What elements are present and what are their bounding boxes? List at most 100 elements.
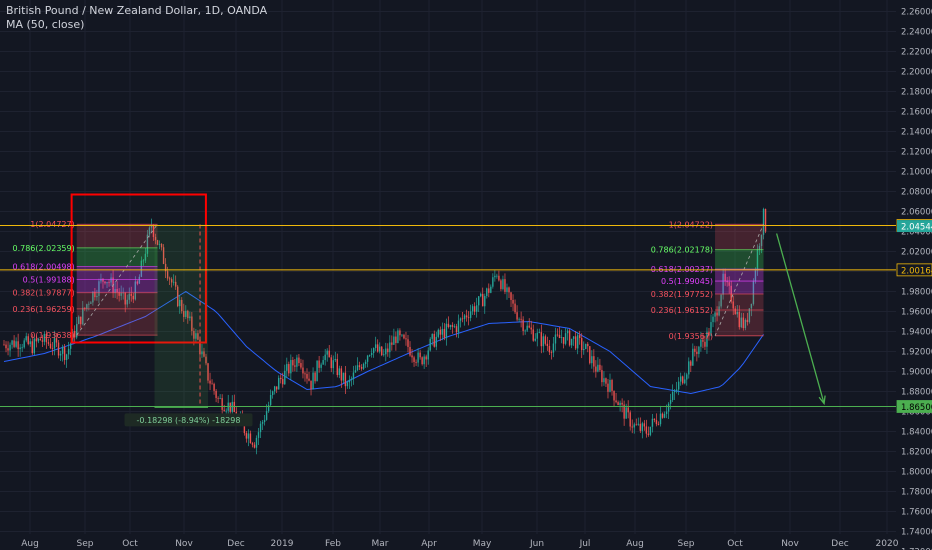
candle[interactable] [744,318,747,331]
candle[interactable] [144,247,147,263]
candle[interactable] [142,259,145,266]
candle[interactable] [368,354,371,358]
candle[interactable] [631,419,633,434]
candle[interactable] [61,344,64,362]
candle[interactable] [162,244,165,265]
candle[interactable] [508,286,510,299]
candle[interactable] [381,346,383,357]
candle[interactable] [39,338,42,341]
candle[interactable] [738,305,740,330]
candle[interactable] [585,343,587,350]
candle[interactable] [526,321,528,333]
candle[interactable] [558,327,561,339]
candle[interactable] [423,354,425,369]
candle[interactable] [419,349,421,360]
candle[interactable] [655,413,658,427]
candle[interactable] [568,328,571,347]
candle[interactable] [348,375,351,389]
candle[interactable] [21,343,23,352]
candle[interactable] [407,335,409,353]
candle[interactable] [257,428,260,446]
candle[interactable] [649,426,652,437]
candle[interactable] [249,430,252,444]
candle[interactable] [623,400,625,426]
candle[interactable] [748,308,751,324]
candle[interactable] [455,323,458,338]
candle[interactable] [203,347,205,358]
candle[interactable] [675,381,678,394]
candle[interactable] [637,417,639,426]
candle[interactable] [55,333,58,347]
candle[interactable] [7,341,9,356]
candle[interactable] [379,342,381,354]
candle[interactable] [316,360,318,382]
candle[interactable] [132,292,134,304]
candle[interactable] [617,400,619,406]
candle[interactable] [447,316,450,329]
candle[interactable] [45,330,48,349]
candle[interactable] [498,270,500,282]
candle[interactable] [187,309,189,324]
candle[interactable] [288,361,290,377]
candle[interactable] [403,333,405,340]
candle[interactable] [680,372,682,386]
candle[interactable] [688,357,690,379]
candle[interactable] [457,314,460,339]
candle[interactable] [366,354,369,368]
candle[interactable] [413,355,415,367]
candle[interactable] [496,273,498,279]
candle[interactable] [417,348,419,367]
candle[interactable] [393,328,395,345]
candle[interactable] [651,413,654,433]
candle[interactable] [500,278,502,292]
candle[interactable] [405,331,407,346]
candle[interactable] [41,334,44,347]
candle[interactable] [23,338,25,349]
candle[interactable] [714,311,716,323]
candle[interactable] [164,258,167,278]
candle[interactable] [96,289,98,301]
candle[interactable] [98,278,100,304]
candle[interactable] [219,394,221,400]
candle[interactable] [294,359,296,372]
candle[interactable] [282,372,284,388]
symbol-title[interactable]: British Pound / New Zealand Dollar, 1D, … [6,4,268,17]
candle[interactable] [185,305,187,320]
candle[interactable] [579,330,581,345]
candle[interactable] [627,400,629,419]
candle[interactable] [302,359,304,379]
candle[interactable] [211,379,213,385]
candle[interactable] [209,372,211,391]
candles[interactable] [3,207,767,455]
candle[interactable] [92,291,94,306]
candle[interactable] [589,346,591,365]
candle[interactable] [712,313,714,328]
candle[interactable] [160,243,163,251]
candle[interactable] [253,442,256,449]
candle[interactable] [255,435,258,455]
candle[interactable] [387,343,389,357]
candle[interactable] [304,371,306,382]
candle[interactable] [318,355,320,373]
candle[interactable] [67,341,70,360]
candle[interactable] [267,401,270,413]
candle[interactable] [633,422,635,434]
candle[interactable] [356,357,359,372]
candle[interactable] [609,373,611,393]
candle[interactable] [542,333,545,353]
candle[interactable] [443,323,446,341]
candle[interactable] [461,312,464,323]
candle[interactable] [306,368,308,384]
candle[interactable] [395,331,397,351]
candle[interactable] [732,295,734,316]
candle[interactable] [724,268,726,286]
candle[interactable] [346,380,349,389]
candle[interactable] [629,410,631,431]
candle[interactable] [47,338,50,346]
candle[interactable] [647,426,650,437]
candle[interactable] [284,364,286,385]
candle[interactable] [86,303,88,312]
candle[interactable] [613,390,615,408]
candle[interactable] [57,339,60,359]
